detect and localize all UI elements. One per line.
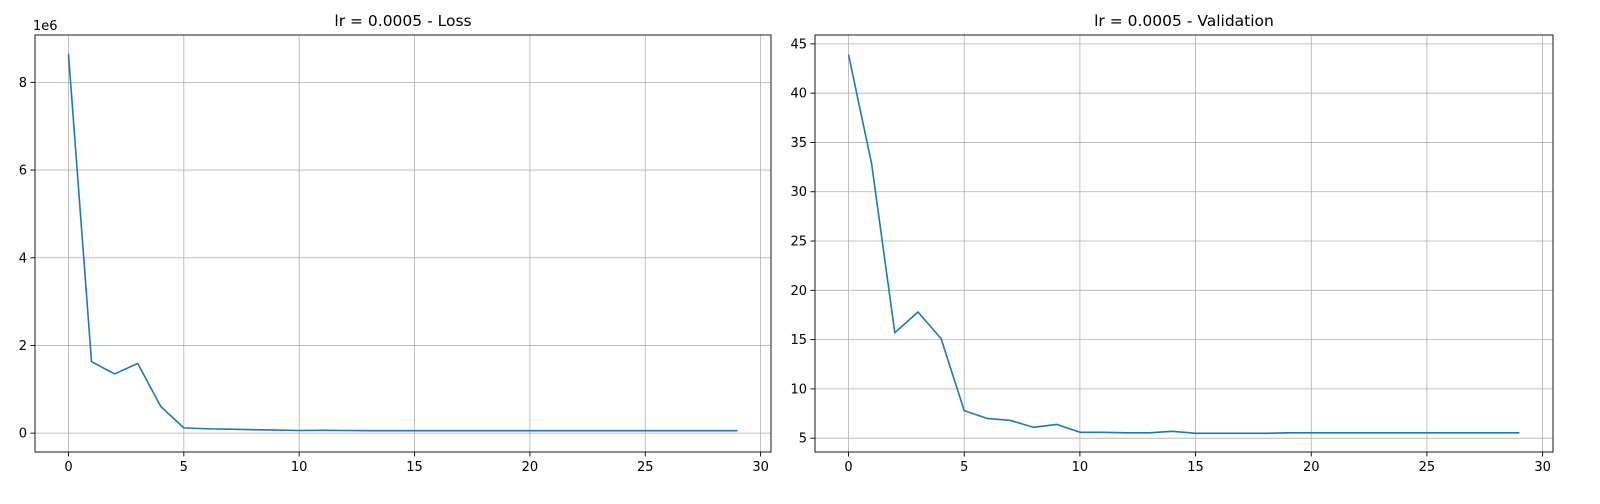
- validation-ytick-label-5: 30: [790, 185, 807, 200]
- validation-xtick-label-2: 10: [1072, 460, 1089, 475]
- validation-chart: 0 5 10 15 20 25 30 5 10 15 20 25 30 35 40 45 lr = 0.0005…: [790, 12, 1554, 475]
- loss-xtick-label-6: 30: [752, 460, 769, 475]
- loss-ytick-label-4: 8: [19, 76, 27, 91]
- validation-ytick-label-2: 15: [790, 333, 807, 348]
- validation-ytick-label-7: 40: [790, 87, 807, 102]
- validation-xtick-label-5: 25: [1419, 460, 1436, 475]
- validation-ytick-label-8: 45: [790, 37, 807, 52]
- loss-xtick-label-5: 25: [637, 460, 654, 475]
- loss-series-line: [67, 53, 738, 432]
- loss-xtick-label-2: 10: [291, 460, 308, 475]
- loss-y-offset-label: 1e6: [33, 19, 58, 34]
- validation-ytick-label-1: 10: [790, 382, 807, 397]
- validation-ytick-label-6: 35: [790, 136, 807, 151]
- loss-xtick-label-3: 15: [406, 460, 423, 475]
- validation-ytick-label-3: 20: [790, 284, 807, 299]
- loss-xtick-label-0: 0: [64, 460, 72, 475]
- loss-ytick-label-0: 0: [19, 427, 27, 442]
- validation-xtick-label-4: 20: [1303, 460, 1320, 475]
- loss-chart-title: lr = 0.0005 - Loss: [334, 12, 471, 30]
- loss-xtick-label-1: 5: [180, 460, 188, 475]
- loss-ytick-label-1: 2: [19, 339, 27, 354]
- validation-xtick-label-1: 5: [960, 460, 968, 475]
- loss-axes-frame: [34, 34, 772, 453]
- validation-xtick-label-3: 15: [1187, 460, 1204, 475]
- loss-ytick-label-3: 6: [19, 164, 27, 179]
- validation-xtick-label-6: 30: [1534, 460, 1551, 475]
- validation-ytick-label-4: 25: [790, 235, 807, 250]
- validation-xtick-label-0: 0: [844, 460, 852, 475]
- validation-series-line: [847, 54, 1520, 435]
- validation-axes-frame: [814, 34, 1554, 453]
- loss-xtick-label-4: 20: [522, 460, 539, 475]
- validation-ytick-label-0: 5: [799, 432, 807, 447]
- validation-chart-title: lr = 0.0005 - Validation: [1094, 12, 1274, 30]
- loss-ytick-label-2: 4: [19, 251, 27, 266]
- loss-chart: 0 5 10 15 20 25 30 0 2 4 6 8 1e6 lr = 0.0005 - Loss: [19, 12, 772, 475]
